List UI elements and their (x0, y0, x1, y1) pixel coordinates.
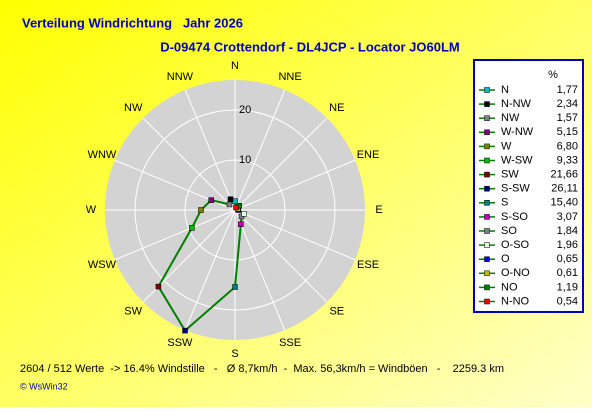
legend-value: 1,96 (557, 239, 578, 251)
data-point (189, 225, 195, 231)
data-point (198, 207, 204, 213)
legend-marker (484, 157, 490, 164)
direction-label: WNW (88, 149, 117, 161)
direction-label: SSW (167, 337, 193, 349)
direction-label: SSE (279, 337, 301, 349)
spoke (234, 159, 356, 211)
legend-marker (484, 185, 490, 192)
spoke (142, 117, 236, 211)
chart-subtitle: D-09474 Crottendorf - DL4JCP - Locator J… (160, 39, 460, 54)
data-point (227, 196, 234, 202)
spoke (234, 89, 286, 211)
data-point (241, 211, 247, 217)
legend-marker (484, 101, 490, 107)
data-point (232, 284, 238, 290)
legend-label: S-SO (501, 211, 528, 223)
direction-label: W (86, 204, 97, 216)
legend-label: S (501, 197, 508, 209)
legend-marker (484, 214, 490, 220)
legend-value: 15,40 (550, 197, 578, 209)
legend-value: 21,66 (550, 169, 578, 181)
direction-label: N (231, 60, 239, 72)
direction-label: S (231, 348, 238, 360)
legend-header: % (548, 69, 558, 81)
legend-label: O (501, 253, 510, 265)
direction-label: ENE (357, 149, 380, 161)
legend-label: SO (501, 225, 517, 237)
legend-label: W-NW (501, 126, 534, 138)
direction-label: NE (329, 102, 344, 114)
direction-label: NNE (278, 71, 301, 83)
legend-marker (484, 228, 490, 234)
legend-marker (484, 270, 490, 277)
direction-label: WSW (88, 259, 117, 271)
legend-marker (484, 115, 490, 121)
legend-marker (484, 242, 490, 248)
data-point (208, 197, 214, 203)
chart-title: Verteilung Windrichtung Jahr 2026 (22, 15, 243, 30)
legend-label: O-SO (501, 239, 530, 251)
data-point (226, 201, 233, 208)
legend-value: 9,33 (557, 154, 578, 166)
data-point (233, 204, 239, 211)
direction-label: NNW (167, 71, 194, 83)
legend-label: W (501, 140, 512, 152)
legend-marker (484, 200, 490, 206)
legend-label: N-NW (501, 98, 532, 110)
legend-label: NW (501, 112, 520, 124)
spoke (234, 117, 328, 211)
legend-marker (484, 87, 490, 93)
legend-marker (484, 129, 490, 136)
legend-label: NO (501, 281, 518, 293)
spoke (184, 209, 236, 331)
spoke (114, 209, 236, 261)
legend-label: O-NO (501, 267, 530, 279)
legend-label: SW (501, 169, 519, 181)
legend-value: 0,61 (557, 267, 578, 279)
legend-label: S-SW (501, 183, 530, 195)
spoke (184, 89, 236, 211)
legend-value: 1,19 (557, 281, 578, 293)
legend-marker (484, 143, 490, 150)
footer: 2604 / 512 Werte -> 16.4% Windstille - Ø… (20, 363, 504, 375)
legend-label: N-NO (501, 295, 530, 307)
legend-value: 6,80 (557, 140, 578, 152)
spoke (234, 209, 286, 331)
r-tick-label: 20 (239, 104, 251, 116)
legend-box (473, 59, 584, 313)
data-point (155, 283, 162, 290)
direction-label: E (375, 204, 382, 216)
legend-value: 0,65 (557, 253, 578, 265)
legend-marker (484, 284, 490, 291)
legend-value: 26,11 (551, 183, 578, 195)
legend-value: 1,84 (557, 225, 578, 237)
spoke (234, 209, 328, 303)
legend-value: 2,34 (557, 98, 578, 110)
legend-value: 0,54 (557, 295, 578, 307)
legend-marker (484, 298, 490, 305)
data-point (238, 221, 244, 227)
direction-label: NW (124, 102, 143, 114)
legend-value: 5,15 (557, 126, 578, 138)
legend-value: 3,07 (557, 211, 578, 223)
direction-label: SE (329, 306, 344, 318)
copyright: © WsWin32 (20, 381, 68, 391)
legend-label: N (501, 84, 509, 96)
data-point (182, 327, 188, 334)
legend-value: 1,77 (557, 84, 578, 96)
legend-marker (484, 256, 490, 262)
r-tick-label: 10 (239, 154, 251, 166)
legend-label: W-SW (501, 154, 533, 166)
direction-label: SW (124, 306, 142, 318)
legend-value: 1,57 (557, 112, 578, 124)
legend-marker (484, 171, 490, 178)
spoke (234, 209, 356, 261)
direction-label: ESE (357, 259, 379, 271)
